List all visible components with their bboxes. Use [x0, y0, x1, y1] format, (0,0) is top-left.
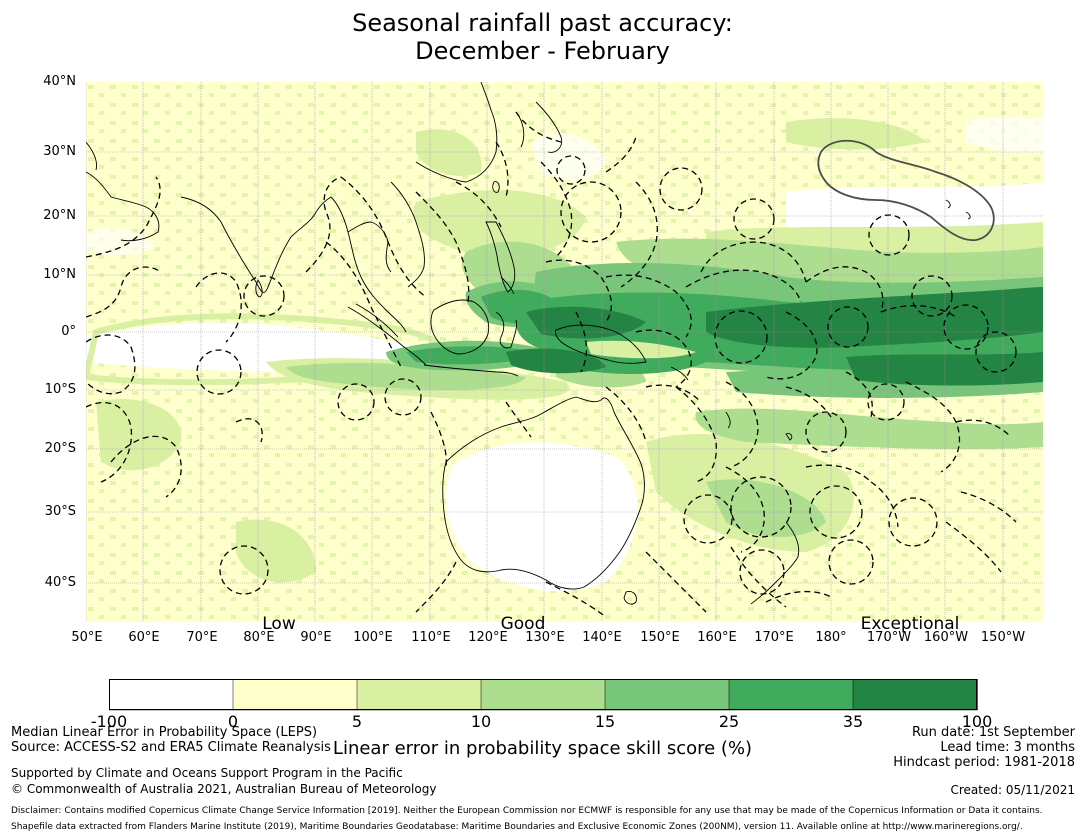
- colorbar-tick-35: 35: [842, 712, 864, 731]
- colorbar-swatch-2: [356, 679, 482, 711]
- graticule: [86, 82, 1043, 622]
- lat-label-20n: 20°N: [43, 208, 76, 223]
- lon-label-130e: 130°E: [525, 630, 565, 645]
- lat-label-20s: 20°S: [44, 441, 76, 456]
- colorbar-tick-minus100: -100: [90, 712, 128, 731]
- support-credit: Supported by Climate and Oceans Support …: [11, 766, 403, 780]
- lon-label-100e: 100°E: [353, 630, 393, 645]
- lon-label-170w: 170°W: [866, 630, 912, 645]
- colorbar-label: Linear error in probability space skill …: [332, 738, 753, 759]
- lon-label-170e: 170°E: [754, 630, 794, 645]
- skill-label-good: Good: [500, 614, 546, 634]
- created-date: Created: 05/11/2021: [950, 783, 1075, 797]
- lat-label-30n: 30°N: [43, 144, 76, 159]
- skill-label-exceptional: Exceptional: [860, 614, 960, 634]
- colorbar-tick-100: 100: [961, 712, 993, 731]
- lon-label-80e: 80°E: [243, 630, 275, 645]
- lon-label-140e: 140°E: [582, 630, 622, 645]
- colorbar-tick-0: 0: [227, 712, 239, 731]
- hindcast-period: Hindcast period: 1981-2018: [893, 755, 1075, 770]
- colorbar-tick-5: 5: [351, 712, 363, 731]
- lon-label-150e: 150°E: [640, 630, 680, 645]
- colorbar-swatch-0: [109, 679, 234, 711]
- lon-label-60e: 60°E: [128, 630, 160, 645]
- lon-label-70e: 70°E: [186, 630, 218, 645]
- lat-label-40s: 40°S: [44, 575, 76, 590]
- lon-label-50e: 50°E: [71, 630, 103, 645]
- colorbar-tick-15: 15: [594, 712, 616, 731]
- band-gap: [586, 340, 696, 359]
- metric-description: Median Linear Error in Probability Space…: [11, 725, 318, 740]
- colorbar-swatch-4: [604, 679, 730, 711]
- disclaimer-text: Disclaimer: Contains modified Copernicus…: [11, 806, 1043, 816]
- lat-label-10n: 10°N: [43, 267, 76, 282]
- lon-label-150w: 150°W: [980, 630, 1026, 645]
- colorbar-swatch-6: [852, 679, 978, 711]
- copyright-notice: © Commonwealth of Australia 2021, Austra…: [11, 782, 437, 796]
- lat-label-equator: 0°: [61, 324, 76, 339]
- lat-label-30s: 30°S: [44, 504, 76, 519]
- colorbar-swatch-3: [480, 679, 606, 711]
- map-subtitle: December - February: [415, 37, 670, 65]
- lon-label-160e: 160°E: [697, 630, 737, 645]
- skill-label-low: Low: [262, 614, 296, 634]
- lead-time: Lead time: 3 months: [940, 740, 1075, 755]
- map-title: Seasonal rainfall past accuracy:: [352, 9, 733, 37]
- data-source: Source: ACCESS-S2 and ERA5 Climate Reana…: [11, 740, 331, 755]
- lon-label-90e: 90°E: [300, 630, 332, 645]
- lat-label-40n: 40°N: [43, 74, 76, 89]
- coastlines: [86, 82, 971, 605]
- colorbar-tick-25: 25: [718, 712, 740, 731]
- hawaii-eez-outline: [817, 139, 995, 242]
- lon-label-160w: 160°W: [923, 630, 969, 645]
- lon-label-180: 180°: [815, 630, 847, 645]
- colorbar: [109, 679, 978, 711]
- colorbar-swatch-5: [728, 679, 854, 711]
- colorbar-tick-10: 10: [470, 712, 492, 731]
- shapefile-credit: Shapefile data extracted from Flanders M…: [11, 822, 1023, 832]
- run-date: Run date: 1st September: [911, 725, 1075, 740]
- eez-boundaries: [86, 111, 1017, 618]
- lat-label-10s: 10°S: [44, 382, 76, 397]
- lon-label-110e: 110°E: [411, 630, 451, 645]
- colorbar-swatch-1: [232, 679, 358, 711]
- rainfall-accuracy-map: [86, 82, 1043, 622]
- colorbar-frame: [109, 679, 977, 710]
- lon-label-120e: 120°E: [468, 630, 508, 645]
